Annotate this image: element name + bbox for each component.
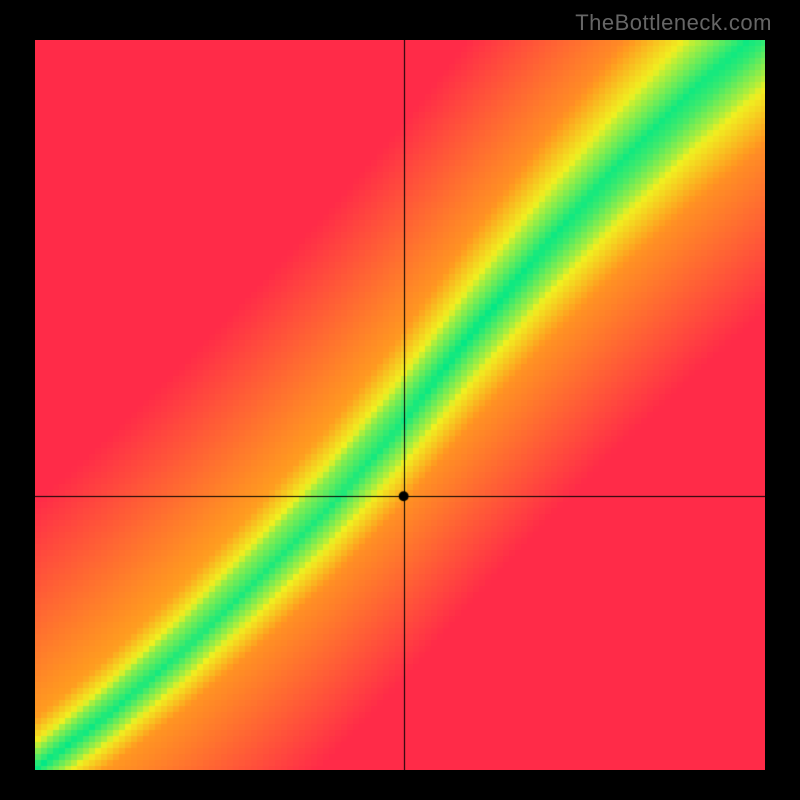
bottleneck-heatmap-canvas xyxy=(35,40,765,770)
watermark-text: TheBottleneck.com xyxy=(575,10,772,36)
chart-container: TheBottleneck.com xyxy=(0,0,800,800)
